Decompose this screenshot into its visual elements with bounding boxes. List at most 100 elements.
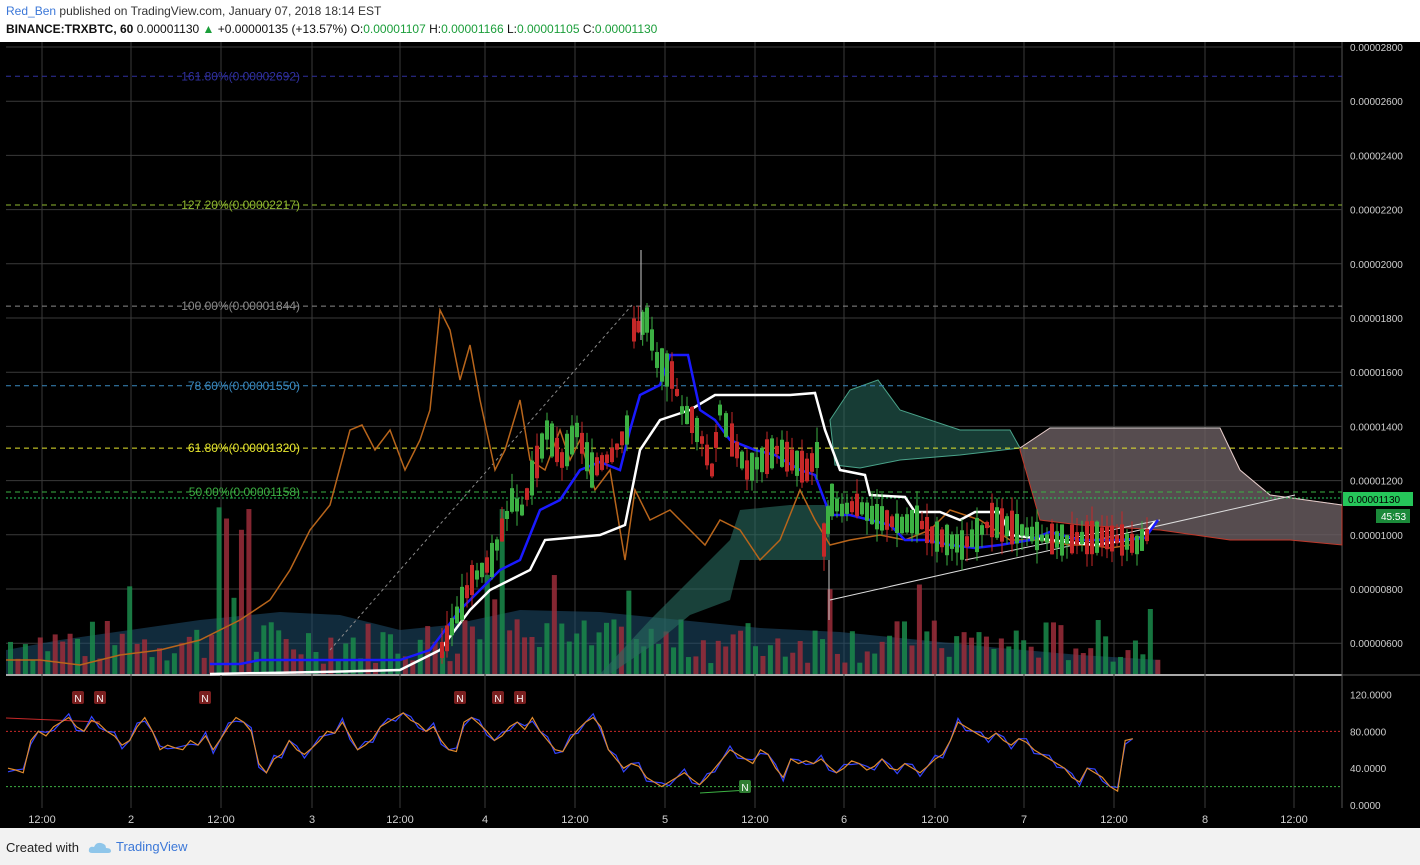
tradingview-link[interactable]: TradingView	[88, 839, 188, 855]
footer-bar: Created with TradingView	[0, 828, 1420, 865]
candle-body	[605, 454, 609, 463]
candle-body	[620, 431, 624, 446]
candle-body	[745, 460, 749, 480]
candle-body	[1055, 531, 1059, 548]
volume-bar	[753, 646, 758, 674]
volume-bar	[685, 657, 691, 674]
volume-bar	[715, 640, 721, 674]
volume-bar	[663, 631, 669, 674]
candle-body	[685, 405, 689, 425]
candle-body	[826, 506, 830, 534]
candle-body	[555, 437, 559, 463]
volume-bar	[484, 574, 490, 674]
y-tick-label: 0.00001200	[1350, 477, 1403, 488]
candle-body	[750, 452, 754, 481]
candle-body	[1110, 525, 1114, 552]
volume-bar	[499, 509, 505, 674]
volume-bar	[820, 639, 826, 674]
stoch-d-line	[7, 712, 1133, 793]
candle-body	[1000, 508, 1004, 542]
candle-body	[935, 521, 939, 552]
candle-body	[800, 450, 804, 483]
publish-info: published on TradingView.com, January 07…	[59, 4, 382, 18]
fib-level-label: 127.20%(0.00002217)	[181, 198, 300, 212]
volume-bar	[1006, 646, 1012, 674]
volume-bar	[849, 631, 855, 674]
y-tick-label: 0.00000800	[1350, 585, 1403, 596]
candle-body	[632, 318, 636, 342]
candle-body	[1050, 523, 1054, 555]
x-tick-label: 2	[128, 814, 134, 826]
volume-bar	[909, 645, 915, 674]
fib-level-label: 161.80%(0.00002692)	[181, 69, 300, 83]
candle-body	[970, 529, 974, 548]
volume-bar	[1125, 650, 1131, 674]
candle-body	[1015, 514, 1019, 544]
volume-bar	[775, 638, 781, 674]
volume-bar	[738, 630, 744, 674]
volume-bar	[179, 642, 185, 674]
up-arrow-icon: ▲	[202, 22, 215, 36]
candle-body	[495, 539, 499, 551]
volume-bar	[1051, 622, 1056, 674]
symbol-header: BINANCE:TRXBTC, 60 0.00001130 ▲ +0.00000…	[6, 22, 657, 36]
candle-body	[714, 432, 718, 448]
volume-bar	[22, 644, 28, 674]
candle-body	[840, 503, 844, 517]
volume-bar	[671, 647, 677, 674]
signal-markers: N N N N N H N	[72, 691, 751, 794]
candle-body	[615, 443, 619, 450]
close-value: 0.00001130	[594, 22, 658, 36]
volume-bar	[1013, 630, 1019, 674]
candle-body	[900, 516, 904, 534]
fib-trend-line	[329, 304, 633, 651]
volume-bar	[894, 621, 900, 674]
open-value: 0.00001107	[363, 22, 426, 36]
open-label: O:	[350, 22, 364, 36]
author-name[interactable]: Red_Ben	[6, 4, 57, 18]
symbol-label: BINANCE:TRXBTC, 60	[6, 22, 134, 36]
volume-bar	[328, 637, 334, 674]
volume-bar	[827, 589, 833, 674]
volume-bar	[358, 658, 364, 674]
candle-body	[735, 441, 739, 459]
candle-body	[465, 585, 469, 599]
volume-bar	[1103, 636, 1109, 674]
candle-body	[1020, 524, 1024, 536]
volume-bar	[626, 590, 632, 674]
osc-tick-label: 80.0000	[1350, 727, 1387, 738]
y-tick-label: 0.00001400	[1350, 422, 1403, 433]
osc-pane-background	[6, 676, 1342, 808]
volume-bar	[864, 651, 870, 674]
volume-bar	[350, 637, 356, 674]
tradingview-label: TradingView	[116, 839, 188, 854]
volume-bar	[335, 659, 341, 674]
volume-bar	[492, 599, 498, 674]
candle-body	[870, 505, 874, 525]
candle-body	[1005, 516, 1009, 537]
volume-bar	[1065, 660, 1071, 674]
candle-body	[540, 433, 544, 459]
volume-bar	[544, 623, 550, 674]
candle-body	[915, 505, 919, 535]
candle-body	[580, 432, 584, 454]
candle-body	[940, 529, 944, 548]
candle-body	[535, 445, 539, 479]
x-tick-label: 12:00	[741, 814, 769, 826]
volume-bar	[760, 655, 766, 674]
countdown-badge-text: 45:53	[1381, 512, 1406, 523]
candle-body	[795, 450, 799, 476]
x-tick-label: 12:00	[561, 814, 589, 826]
candle-body	[910, 510, 914, 534]
candle-body	[785, 441, 789, 472]
signal-marker-box	[454, 691, 466, 704]
volume-bar	[902, 621, 907, 674]
volume-bar	[983, 636, 989, 674]
candle-body	[975, 517, 979, 553]
candle-body	[636, 320, 641, 333]
candle-body	[1145, 528, 1149, 542]
volume-bar	[119, 633, 125, 674]
volume-bar	[879, 641, 885, 674]
volume-bar	[1088, 648, 1094, 674]
